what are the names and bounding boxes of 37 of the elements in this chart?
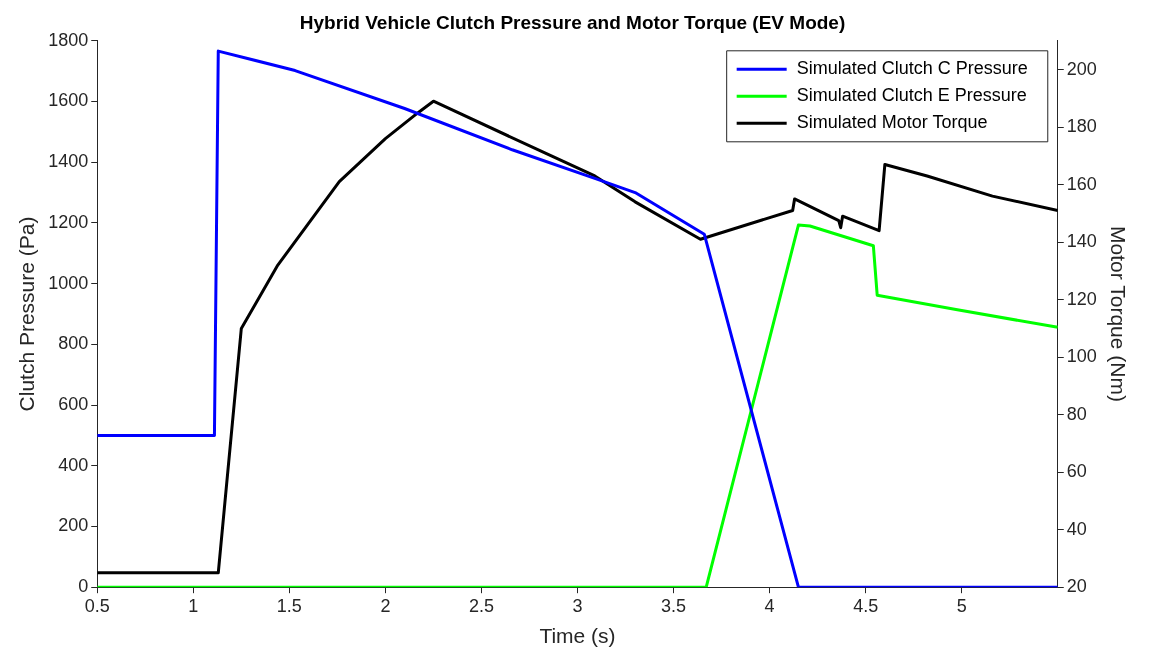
x-tick-label: 4.5 xyxy=(853,595,879,616)
y2-tick-label: 20 xyxy=(1066,576,1087,597)
y-tick-label: 0 xyxy=(78,576,89,597)
y2-tick-label: 180 xyxy=(1066,116,1097,137)
y2-tick-label: 80 xyxy=(1066,403,1087,424)
x-tick-label: 0.5 xyxy=(84,595,110,616)
x-axis-title: Time (s) xyxy=(539,624,616,648)
x-tick-label: 3 xyxy=(572,595,583,616)
y2-tick-label: 120 xyxy=(1066,288,1097,309)
x-tick-label: 2.5 xyxy=(468,595,494,616)
x-tick-label: 2 xyxy=(380,595,391,616)
legend-label: Simulated Clutch C Pressure xyxy=(796,58,1028,79)
y-tick-label: 1000 xyxy=(48,272,89,293)
y-tick-label: 1400 xyxy=(48,151,89,172)
y-tick-label: 1600 xyxy=(48,90,89,111)
x-tick-label: 1 xyxy=(188,595,199,616)
y-tick-label: 400 xyxy=(58,454,89,475)
chart-title: Hybrid Vehicle Clutch Pressure and Motor Torque (EV Mode) xyxy=(299,11,846,33)
y2-tick-label: 140 xyxy=(1066,231,1097,252)
y2-tick-label: 40 xyxy=(1066,518,1087,539)
y-tick-label: 600 xyxy=(58,394,89,415)
legend-label: Simulated Motor Torque xyxy=(796,112,988,133)
y-tick-label: 800 xyxy=(58,333,89,354)
x-tick-label: 5 xyxy=(956,595,967,616)
y2-tick-label: 160 xyxy=(1066,173,1097,194)
y2-axis-title: Motor Torque (Nm) xyxy=(1106,226,1130,402)
x-tick-label: 4 xyxy=(764,595,775,616)
y-tick-label: 200 xyxy=(58,515,89,536)
y2-tick-label: 100 xyxy=(1066,346,1097,367)
x-tick-label: 1.5 xyxy=(276,595,302,616)
x-tick-label: 3.5 xyxy=(661,595,687,616)
y2-tick-label: 60 xyxy=(1066,461,1087,482)
legend-label: Simulated Clutch E Pressure xyxy=(796,85,1027,106)
y-tick-label: 1800 xyxy=(48,29,89,50)
y-axis-title: Clutch Pressure (Pa) xyxy=(15,216,39,412)
y-tick-label: 1200 xyxy=(48,211,89,232)
y2-tick-label: 200 xyxy=(1066,58,1097,79)
